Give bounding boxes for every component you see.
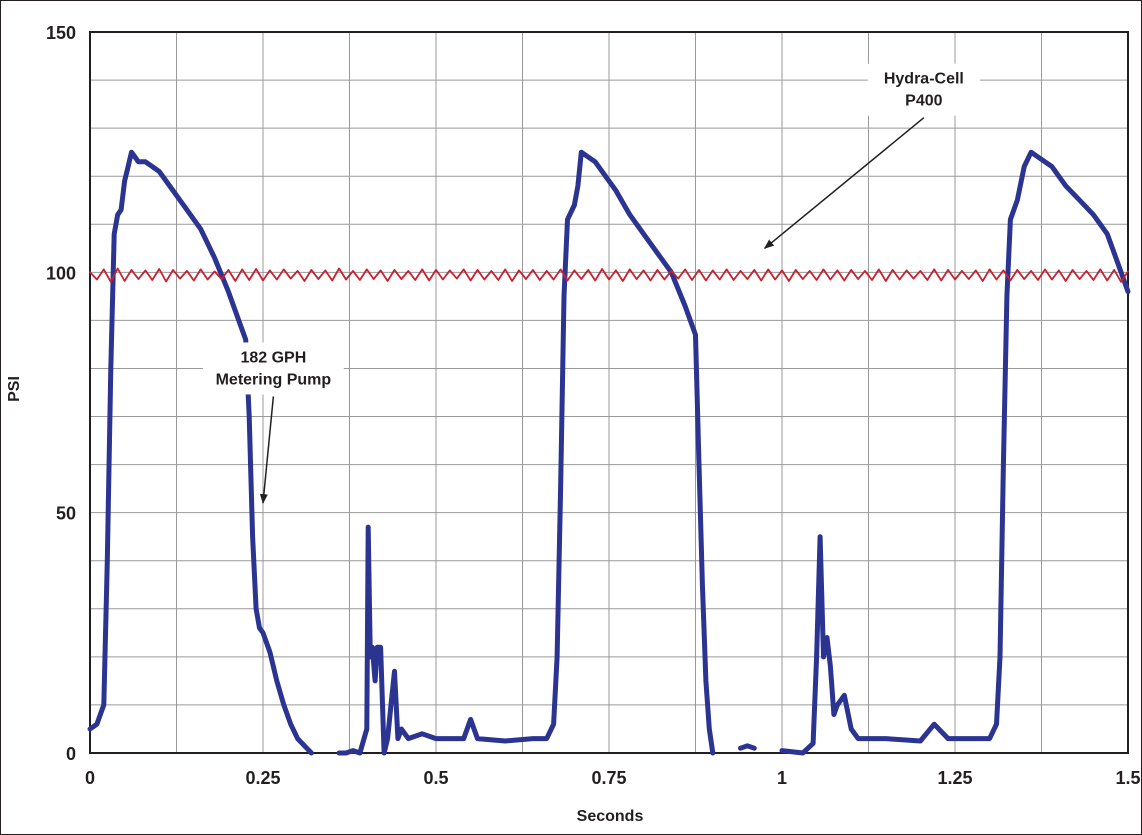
annotation-label: Metering Pump	[216, 371, 332, 388]
annotation-box	[202, 342, 344, 395]
annotation-arrow	[259, 396, 275, 505]
y-tick-label: 150	[46, 23, 76, 43]
plot-area-border	[89, 31, 1129, 754]
tick-labels: 0 0.25 0.5 0.75 1 1.25 1.5 0 50 100 150	[46, 23, 1141, 788]
x-tick-label: 0.25	[245, 768, 280, 788]
y-tick-label: 100	[46, 263, 76, 283]
x-tick-label: 0	[85, 768, 95, 788]
y-tick-label: 0	[66, 744, 76, 764]
series-line-1	[87, 149, 1131, 756]
y-axis-label: PSI	[6, 376, 23, 402]
annotation-layer: Hydra-Cell P400 182 GPH Metering Pump	[202, 63, 980, 505]
x-tick-label: 1.5	[1115, 768, 1140, 788]
x-tick-label: 0.5	[423, 768, 448, 788]
x-axis-label: Seconds	[577, 808, 644, 825]
x-tick-label: 0.75	[591, 768, 626, 788]
x-tick-label: 1.25	[937, 768, 972, 788]
annotation-label: 182 GPH	[240, 349, 306, 366]
annotation-label: P400	[905, 93, 942, 110]
grid-lines	[89, 31, 1129, 754]
series-line-2	[89, 267, 1129, 283]
series-layer	[87, 149, 1131, 756]
annotation-box	[867, 63, 980, 116]
annotation-label: Hydra-Cell	[884, 71, 964, 88]
y-tick-label: 50	[56, 504, 76, 524]
x-tick-label: 1	[777, 768, 787, 788]
annotation-arrow	[763, 117, 925, 249]
